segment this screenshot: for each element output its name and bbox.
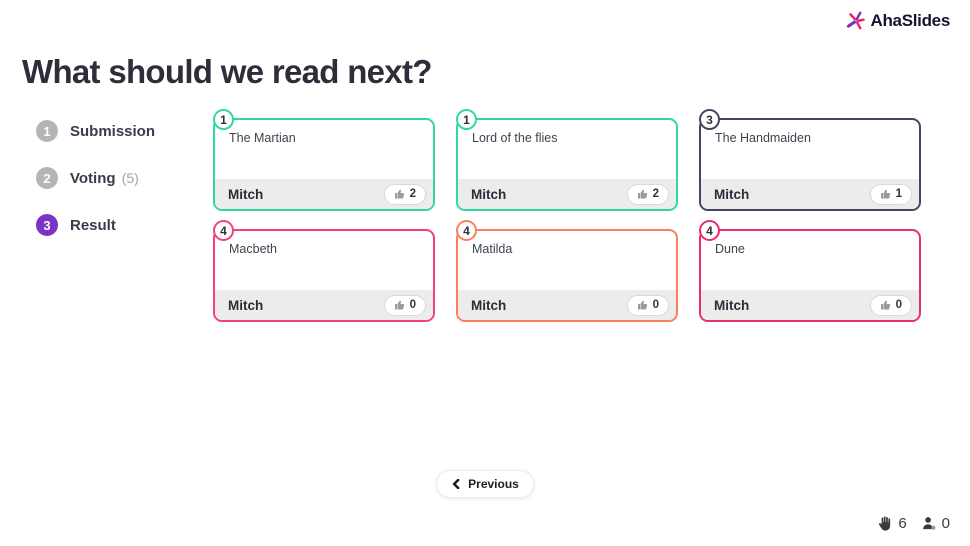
thumbs-up-icon <box>394 189 404 199</box>
card-footer: Mitch 2 <box>458 179 676 209</box>
idea-card-macbeth[interactable]: 4 Macbeth Mitch 0 <box>213 220 435 322</box>
vote-pill[interactable]: 2 <box>383 183 426 205</box>
previous-button-label: Previous <box>468 477 519 491</box>
participants-icon <box>922 517 936 530</box>
steps-sidebar: 1 Submission 2 Voting (5) 3 Result <box>36 120 155 236</box>
thumbs-up-icon <box>880 300 890 310</box>
card-author: Mitch <box>714 297 750 313</box>
idea-card-lord-of-the-flies[interactable]: 1 Lord of the flies Mitch 2 <box>456 109 678 211</box>
vote-count: 0 <box>409 299 416 311</box>
rank-badge: 1 <box>213 109 234 130</box>
card-footer: Mitch 2 <box>215 179 433 209</box>
ahaslides-logo-icon <box>846 11 865 30</box>
previous-button[interactable]: Previous <box>436 470 534 498</box>
card-footer: Mitch 1 <box>701 179 919 209</box>
card-title: Matilda <box>472 242 513 256</box>
thumbs-up-icon <box>880 189 890 199</box>
chevron-left-icon <box>452 479 460 489</box>
rank-badge: 4 <box>456 220 477 241</box>
step-label: Result <box>70 216 116 234</box>
idea-card-the-handmaiden[interactable]: 3 The Handmaiden Mitch 1 <box>699 109 921 211</box>
vote-count: 2 <box>409 188 416 200</box>
idea-card-the-martian[interactable]: 1 The Martian Mitch 2 <box>213 109 435 211</box>
vote-pill[interactable]: 0 <box>626 294 669 316</box>
vote-pill[interactable]: 0 <box>869 294 912 316</box>
card-title: Macbeth <box>229 242 277 256</box>
status-bar: 6 0 <box>877 515 950 532</box>
brand-name: AhaSlides <box>870 11 951 30</box>
vote-count: 0 <box>895 299 902 311</box>
step-number-badge: 3 <box>36 214 58 236</box>
step-result[interactable]: 3 Result <box>36 214 155 236</box>
cards-grid: 1 The Martian Mitch 2 1 Lord of the flie… <box>213 109 921 322</box>
card-author: Mitch <box>471 186 507 202</box>
step-label: Submission <box>70 122 156 140</box>
thumbs-up-icon <box>637 300 647 310</box>
rank-badge: 3 <box>699 109 720 130</box>
thumbs-up-icon <box>637 189 647 199</box>
vote-count: 2 <box>652 188 659 200</box>
idea-card-dune[interactable]: 4 Dune Mitch 0 <box>699 220 921 322</box>
vote-count: 0 <box>652 299 659 311</box>
card-title: The Handmaiden <box>715 131 811 145</box>
rank-badge: 4 <box>699 220 720 241</box>
participants-count: 0 <box>941 515 950 532</box>
page-title: What should we read next? <box>22 53 432 90</box>
card-title: The Martian <box>229 131 296 145</box>
participants-counter: 0 <box>921 515 950 532</box>
vote-pill[interactable]: 2 <box>626 183 669 205</box>
rank-badge: 4 <box>213 220 234 241</box>
idea-card-matilda[interactable]: 4 Matilda Mitch 0 <box>456 220 678 322</box>
raised-hand-icon <box>879 516 891 531</box>
ahaslides-logo: AhaSlides <box>845 10 951 32</box>
rank-badge: 1 <box>456 109 477 130</box>
step-label: Voting (5) <box>70 169 139 187</box>
step-voting[interactable]: 2 Voting (5) <box>36 167 155 189</box>
vote-count: 1 <box>895 188 902 200</box>
card-author: Mitch <box>714 186 750 202</box>
raised-hands-counter: 6 <box>877 515 907 532</box>
thumbs-up-icon <box>394 300 404 310</box>
step-count: (5) <box>121 169 139 186</box>
card-footer: Mitch 0 <box>701 290 919 320</box>
card-footer: Mitch 0 <box>215 290 433 320</box>
card-title: Dune <box>715 242 745 256</box>
card-author: Mitch <box>471 297 507 313</box>
step-number-badge: 2 <box>36 167 58 189</box>
raised-hands-count: 6 <box>898 515 907 532</box>
card-author: Mitch <box>228 186 264 202</box>
step-number-badge: 1 <box>36 120 58 142</box>
vote-pill[interactable]: 1 <box>869 183 912 205</box>
step-submission[interactable]: 1 Submission <box>36 120 155 142</box>
card-footer: Mitch 0 <box>458 290 676 320</box>
card-author: Mitch <box>228 297 264 313</box>
card-title: Lord of the flies <box>472 131 558 145</box>
vote-pill[interactable]: 0 <box>383 294 426 316</box>
